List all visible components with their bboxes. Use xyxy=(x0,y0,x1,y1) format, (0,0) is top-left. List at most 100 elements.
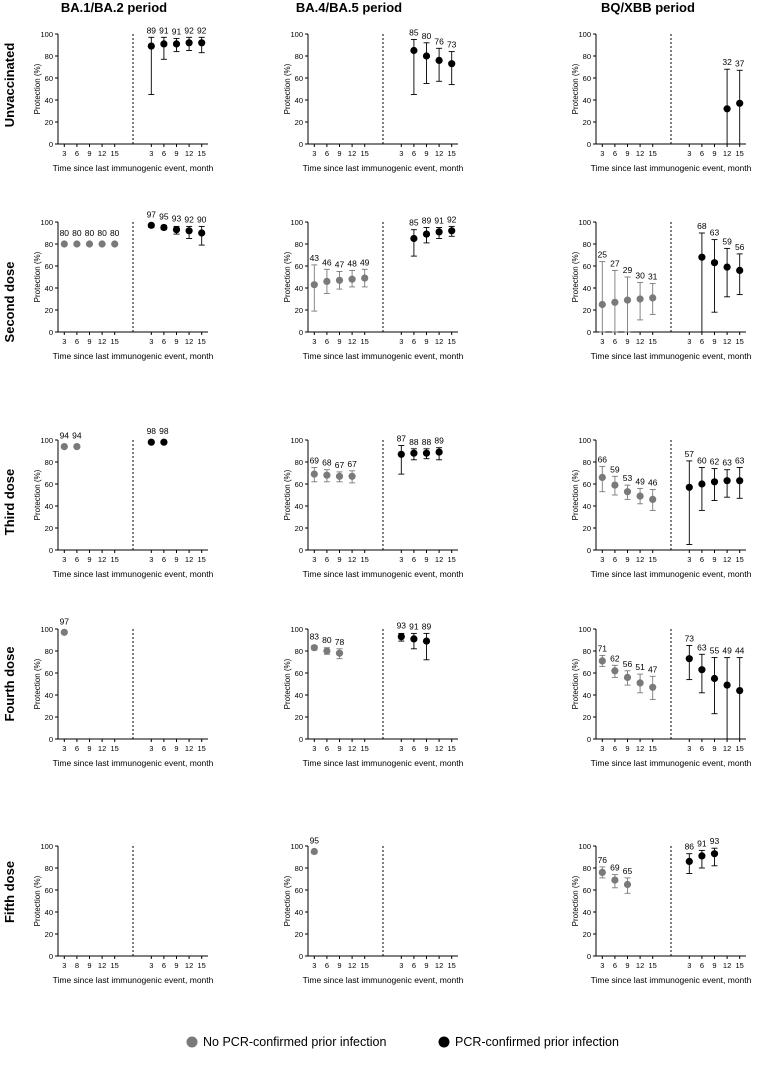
x-tick-label: 6 xyxy=(613,337,617,346)
y-tick-label: 60 xyxy=(583,669,591,678)
legend-label-no-prior: No PCR-confirmed prior infection xyxy=(203,1035,386,1049)
data-point-no-prior xyxy=(598,657,606,665)
y-tick-label: 100 xyxy=(578,436,591,445)
x-tick-label: 3 xyxy=(399,149,403,158)
data-label: 90 xyxy=(197,214,207,224)
data-point-prior xyxy=(698,666,706,674)
data-point-prior xyxy=(685,655,693,663)
x-tick-label: 15 xyxy=(448,555,456,564)
y-tick-label: 60 xyxy=(295,886,303,895)
x-tick-label: 9 xyxy=(712,961,716,970)
y-axis-label: Protection (%) xyxy=(283,875,292,926)
y-tick-label: 60 xyxy=(45,74,53,83)
y-tick-label: 20 xyxy=(295,524,303,533)
x-tick-label: 6 xyxy=(325,961,329,970)
data-point-no-prior xyxy=(611,876,619,884)
data-label: 68 xyxy=(322,458,332,468)
y-tick-label: 0 xyxy=(587,735,591,744)
x-tick-label: 3 xyxy=(600,337,604,346)
x-tick-label: 15 xyxy=(361,961,369,970)
x-tick-label: 6 xyxy=(325,149,329,158)
data-label: 78 xyxy=(335,637,345,647)
x-tick-label: 15 xyxy=(649,337,657,346)
y-axis-label: Protection (%) xyxy=(571,875,580,926)
x-tick-label: 15 xyxy=(361,744,369,753)
data-point-no-prior xyxy=(636,492,644,500)
data-label: 83 xyxy=(310,632,320,642)
data-label: 67 xyxy=(335,460,345,470)
x-tick-label: 12 xyxy=(723,337,731,346)
y-tick-label: 80 xyxy=(583,52,591,61)
data-label: 94 xyxy=(72,431,82,441)
data-label: 59 xyxy=(610,464,620,474)
x-tick-label: 15 xyxy=(111,149,119,158)
x-tick-label: 9 xyxy=(424,149,428,158)
data-label: 29 xyxy=(623,265,633,275)
x-axis-label: Time since last immunogenic event, month xyxy=(53,163,214,173)
y-tick-label: 80 xyxy=(295,52,303,61)
data-label: 67 xyxy=(347,459,357,469)
x-tick-label: 12 xyxy=(435,555,443,564)
x-tick-label: 9 xyxy=(712,744,716,753)
data-label: 57 xyxy=(685,449,695,459)
y-axis-label: Protection (%) xyxy=(571,63,580,114)
data-label: 69 xyxy=(310,456,320,466)
x-tick-label: 12 xyxy=(348,149,356,158)
data-point-no-prior xyxy=(73,240,81,248)
data-label: 62 xyxy=(610,653,620,663)
data-label: 88 xyxy=(409,437,419,447)
y-tick-label: 100 xyxy=(290,625,303,634)
y-tick-label: 0 xyxy=(299,735,303,744)
data-point-prior xyxy=(685,857,693,866)
row-label: Fourth dose xyxy=(2,646,17,721)
data-point-no-prior xyxy=(60,628,68,636)
data-label: 91 xyxy=(434,216,444,226)
x-tick-label: 12 xyxy=(723,744,731,753)
data-point-no-prior xyxy=(323,647,331,655)
data-label: 53 xyxy=(623,473,633,483)
y-tick-label: 40 xyxy=(295,691,303,700)
data-point-prior xyxy=(698,480,706,488)
x-tick-label: 9 xyxy=(625,337,629,346)
data-point-prior xyxy=(710,850,719,858)
y-tick-label: 0 xyxy=(49,952,53,961)
y-axis-label: Protection (%) xyxy=(283,251,292,302)
x-tick-label: 12 xyxy=(98,744,106,753)
data-label: 89 xyxy=(422,216,432,226)
x-tick-label: 12 xyxy=(435,337,443,346)
data-label: 27 xyxy=(610,258,620,268)
x-tick-label: 15 xyxy=(198,555,206,564)
data-label: 94 xyxy=(60,431,70,441)
x-tick-label: 15 xyxy=(111,961,119,970)
x-axis-label: Time since last immunogenic event, month xyxy=(303,758,464,768)
data-point-prior xyxy=(736,687,744,695)
x-tick-label: 15 xyxy=(448,961,456,970)
data-label: 80 xyxy=(85,228,95,238)
data-label: 86 xyxy=(685,842,695,852)
x-tick-label: 3 xyxy=(687,337,691,346)
y-tick-label: 100 xyxy=(40,842,53,851)
data-label: 48 xyxy=(347,258,357,268)
x-tick-label: 15 xyxy=(649,961,657,970)
x-tick-label: 12 xyxy=(636,744,644,753)
x-tick-label: 9 xyxy=(174,337,178,346)
data-point-prior xyxy=(435,448,443,456)
y-tick-label: 40 xyxy=(583,502,591,511)
y-tick-label: 40 xyxy=(583,96,591,105)
y-tick-label: 100 xyxy=(290,218,303,227)
y-tick-label: 20 xyxy=(45,306,53,315)
column-title: BQ/XBB period xyxy=(601,0,695,15)
x-tick-label: 12 xyxy=(185,149,193,158)
y-tick-label: 20 xyxy=(583,524,591,533)
x-tick-label: 15 xyxy=(198,961,206,970)
x-tick-label: 9 xyxy=(174,555,178,564)
data-label: 25 xyxy=(598,250,608,260)
x-tick-label: 6 xyxy=(412,149,416,158)
data-label: 92 xyxy=(184,25,194,35)
data-point-prior xyxy=(698,253,706,261)
data-point-prior xyxy=(410,635,418,643)
y-tick-label: 80 xyxy=(583,647,591,656)
